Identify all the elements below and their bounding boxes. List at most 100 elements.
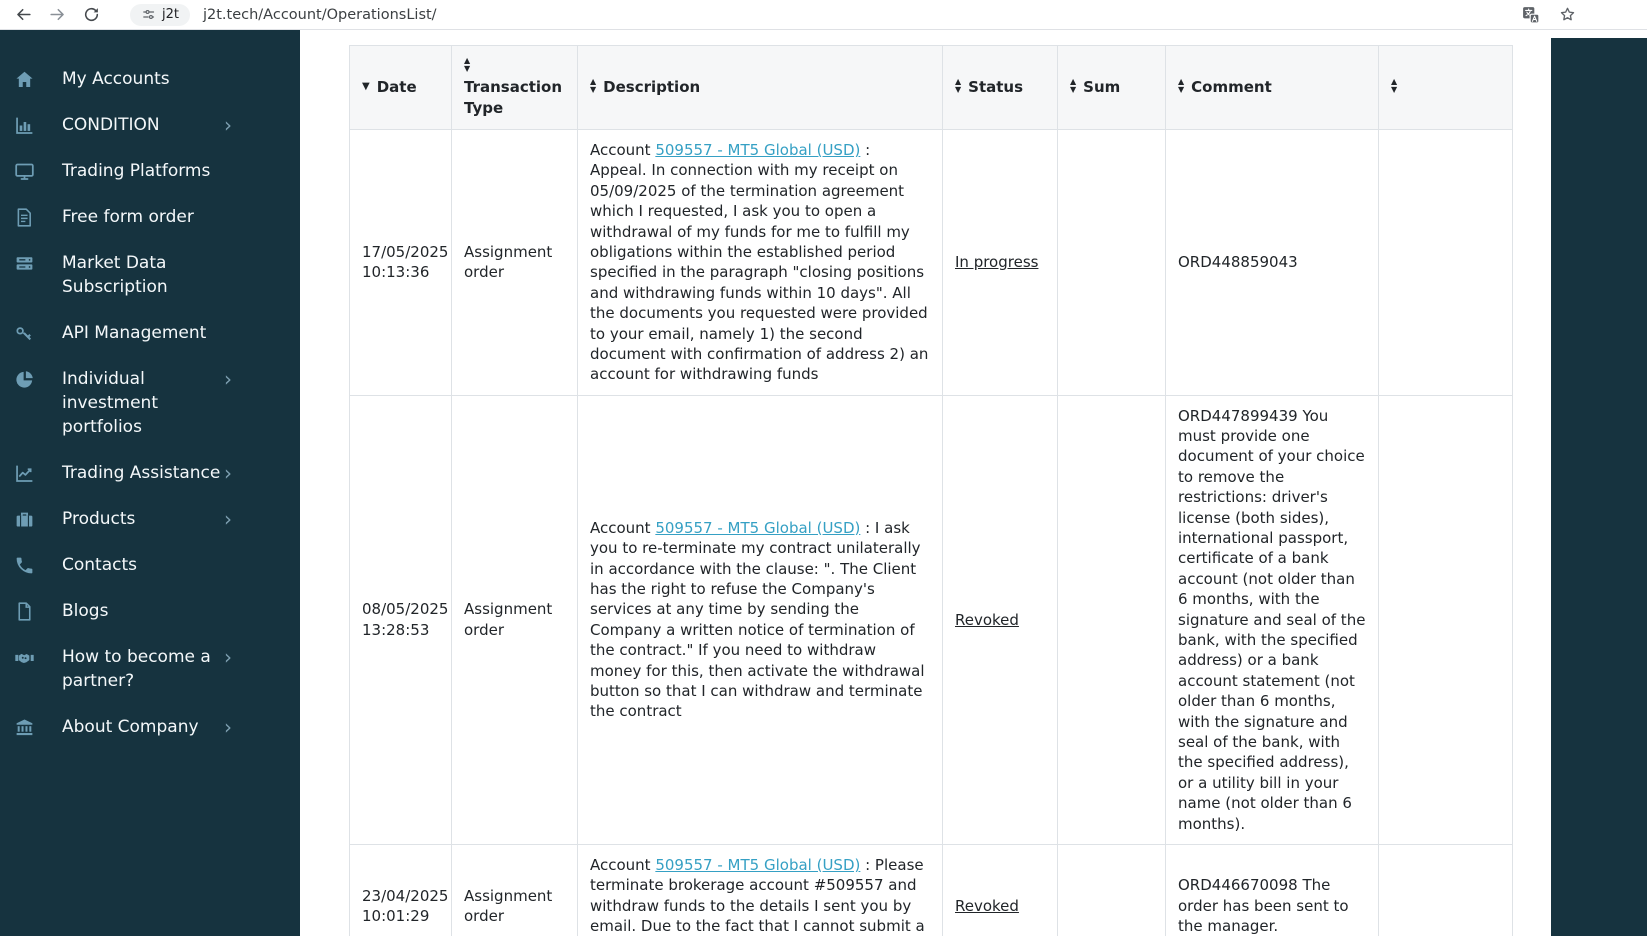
date-cell: 17/05/2025 10:13:36 — [349, 129, 452, 396]
browser-toolbar: j2t j2t.tech/Account/OperationsList/ — [0, 0, 1647, 30]
sidebar-item-contacts[interactable]: Contacts — [0, 542, 300, 588]
sidebar-item-label: CONDITION — [62, 115, 160, 135]
chevron-right-icon: › — [224, 367, 232, 391]
page-icon — [13, 601, 35, 622]
status-link[interactable]: Revoked — [955, 896, 1019, 915]
sort-icon: ▲ ▼ — [464, 56, 471, 73]
forward-icon[interactable] — [44, 2, 70, 28]
sidebar-item-individual-investment-portfolios[interactable]: Individual investment portfolios › — [0, 356, 300, 450]
sidebar-item-about-company[interactable]: About Company › — [0, 704, 300, 750]
back-icon[interactable] — [10, 2, 36, 28]
sidebar-item-products[interactable]: Products › — [0, 496, 300, 542]
server-icon — [13, 253, 35, 274]
column-header-sum[interactable]: ▲ ▼ Sum — [1057, 45, 1166, 130]
bookmark-star-icon[interactable] — [1558, 5, 1577, 24]
sidebar-item-label: Free form order — [62, 207, 194, 227]
translate-icon[interactable] — [1521, 5, 1541, 25]
table-row: 17/05/2025 10:13:36 Assignment order Acc… — [349, 129, 1513, 396]
sidebar-item-label: Contacts — [62, 555, 137, 575]
bar-chart-icon — [13, 115, 35, 136]
home-icon — [13, 69, 35, 90]
sidebar-item-label: API Management — [62, 323, 207, 343]
chevron-right-icon: › — [224, 461, 232, 485]
sum-cell — [1057, 843, 1166, 936]
description-cell: Account 509557 - MT5 Global (USD) : Appe… — [577, 129, 943, 396]
sidebar-item-label: About Company — [62, 717, 199, 737]
comment-cell: ORD448859043 — [1165, 129, 1379, 396]
sidebar-item-label: My Accounts — [62, 69, 170, 89]
comment-cell: ORD447899439 You must provide one docume… — [1165, 394, 1379, 845]
account-link[interactable]: 509557 - MT5 Global (USD) — [655, 855, 861, 874]
sidebar-item-label: Market Data Subscription — [62, 253, 168, 297]
address-bar-url[interactable]: j2t.tech/Account/OperationsList/ — [202, 6, 437, 23]
monitor-icon — [13, 161, 35, 182]
sort-icon: ▲ ▼ — [590, 77, 597, 94]
status-link[interactable]: In progress — [955, 253, 1039, 272]
sum-cell — [1057, 394, 1166, 845]
sort-icon: ▲ ▼ — [1178, 77, 1185, 94]
date-cell: 08/05/2025 13:28:53 — [349, 394, 452, 845]
column-header-transaction-type[interactable]: ▲ ▼ Transaction Type — [451, 45, 578, 130]
sort-icon: ▲ ▼ — [955, 77, 962, 94]
sidebar-item-api-management[interactable]: API Management — [0, 310, 300, 356]
reload-icon[interactable] — [78, 2, 104, 28]
chevron-right-icon: › — [224, 507, 232, 531]
actions-cell — [1378, 129, 1513, 396]
sidebar: My Accounts CONDITION › Trading Platform… — [0, 30, 300, 936]
account-link[interactable]: 509557 - MT5 Global (USD) — [655, 141, 861, 159]
actions-cell — [1378, 843, 1513, 936]
sidebar-item-label: Products — [62, 509, 136, 529]
column-header-comment[interactable]: ▲ ▼ Comment — [1165, 45, 1379, 130]
status-cell: Revoked — [942, 394, 1058, 845]
status-link[interactable]: Revoked — [955, 610, 1019, 629]
sum-cell — [1057, 129, 1166, 396]
status-cell: In progress — [942, 129, 1058, 396]
sidebar-item-trading-assistance[interactable]: Trading Assistance › — [0, 450, 300, 496]
table-row: 23/04/2025 10:01:29 Assignment order Acc… — [349, 843, 1513, 936]
phone-icon — [13, 555, 35, 576]
document-icon — [13, 207, 35, 228]
account-link[interactable]: 509557 - MT5 Global (USD) — [655, 518, 861, 537]
sidebar-item-label: Individual investment portfolios — [62, 369, 158, 437]
table-row: 08/05/2025 13:28:53 Assignment order Acc… — [349, 394, 1513, 845]
line-chart-icon — [13, 463, 35, 484]
transaction-type-cell: Assignment order — [451, 129, 578, 396]
column-header-status[interactable]: ▲ ▼ Status — [942, 45, 1058, 130]
sidebar-item-condition[interactable]: CONDITION › — [0, 102, 300, 148]
column-header-description[interactable]: ▲ ▼ Description — [577, 45, 943, 130]
site-info-icon — [143, 9, 155, 19]
main-content: ▼ Date ▲ ▼ Transaction Type ▲ ▼ Description ▲… — [300, 30, 1551, 936]
column-header-actions[interactable]: ▲ ▼ — [1378, 45, 1513, 130]
sidebar-item-label: Blogs — [62, 601, 109, 621]
handshake-icon — [13, 647, 35, 668]
date-cell: 23/04/2025 10:01:29 — [349, 843, 452, 936]
chevron-right-icon: › — [224, 113, 232, 137]
site-chip[interactable]: j2t — [130, 3, 190, 26]
chevron-right-icon: › — [224, 645, 232, 669]
toolbar-right — [1521, 5, 1577, 25]
sort-icon: ▲ ▼ — [1070, 77, 1077, 94]
description-cell: Account 509557 - MT5 Global (USD) : Plea… — [577, 843, 943, 936]
sidebar-item-label: Trading Platforms — [62, 161, 211, 181]
key-icon — [13, 323, 35, 344]
sidebar-item-market-data-subscription[interactable]: Market Data Subscription — [0, 240, 300, 310]
sidebar-item-label: How to become a partner? — [62, 647, 211, 691]
briefcase-icon — [13, 509, 35, 530]
operations-table: ▼ Date ▲ ▼ Transaction Type ▲ ▼ Description ▲… — [349, 45, 1513, 936]
description-cell: Account 509557 - MT5 Global (USD) : I as… — [577, 394, 943, 845]
sidebar-item-how-to-become-a-partner[interactable]: How to become a partner? › — [0, 634, 300, 704]
sidebar-item-blogs[interactable]: Blogs — [0, 588, 300, 634]
site-chip-label: j2t — [162, 7, 179, 22]
table-header-row: ▼ Date ▲ ▼ Transaction Type ▲ ▼ Description ▲… — [349, 45, 1513, 130]
comment-cell: ORD446670098 The order has been sent to … — [1165, 843, 1379, 936]
sort-desc-icon: ▼ — [362, 80, 370, 92]
sidebar-item-label: Trading Assistance — [62, 463, 221, 483]
sidebar-item-free-form-order[interactable]: Free form order — [0, 194, 300, 240]
sidebar-item-my-accounts[interactable]: My Accounts — [0, 56, 300, 102]
sidebar-item-trading-platforms[interactable]: Trading Platforms — [0, 148, 300, 194]
status-cell: Revoked — [942, 843, 1058, 936]
page-background-strip — [1551, 38, 1647, 936]
column-header-date[interactable]: ▼ Date — [349, 45, 452, 130]
bank-icon — [13, 717, 35, 738]
sort-icon: ▲ ▼ — [1391, 77, 1398, 94]
